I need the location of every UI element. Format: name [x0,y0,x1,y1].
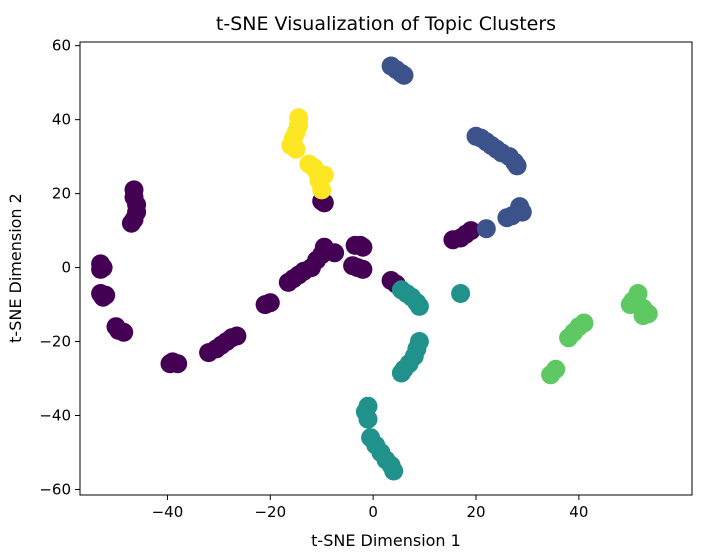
scatter-point-cluster-1-15 [121,213,141,233]
scatter-point-cluster-1-43 [353,237,373,257]
scatter-point-cluster-2-4 [394,65,414,85]
x-tick-label: 0 [368,503,378,521]
y-tick-label: 20 [52,185,71,203]
y-tick-label: −40 [39,406,71,424]
y-axis: −60 −40 −20 0 20 40 60 [39,37,80,498]
y-tick-label: −60 [39,480,71,498]
scatter-point-cluster-5-6 [286,139,306,159]
x-tick-label: −20 [254,503,286,521]
y-tick-label: 0 [61,259,71,277]
scatter-point-cluster-3-15 [358,409,378,429]
scatter-point-cluster-1-26 [260,293,280,313]
x-tick-label: 40 [569,503,588,521]
x-tick-label: −40 [152,503,184,521]
scatter-point-cluster-4-10 [559,328,579,348]
scatter-point-cluster-1-49 [461,221,481,241]
scatter-point-cluster-3-21 [384,461,404,481]
y-axis-label: t-SNE Dimension 2 [6,193,25,343]
scatter-point-cluster-2-18 [476,219,496,239]
y-tick-label: 60 [52,37,71,55]
scatter-point-cluster-1-9 [114,322,134,342]
scatter-point-cluster-1-40 [353,259,373,279]
y-tick-label: −20 [39,333,71,351]
scatter-point-cluster-2-17 [497,208,517,228]
scatter-points [91,56,658,481]
plot-frame [79,41,693,496]
scatter-point-cluster-5-12 [312,180,332,200]
chart-title: t-SNE Visualization of Topic Clusters [216,13,556,35]
x-axis: −40 −20 0 20 40 [152,495,588,521]
scatter-point-cluster-3-12 [391,363,411,383]
scatter-point-cluster-3-5 [409,296,429,316]
y-tick-label: 40 [52,111,71,129]
scatter-point-cluster-1-24 [227,326,247,346]
scatter-point-cluster-2-13 [507,156,527,176]
scatter-point-cluster-4-12 [541,365,561,385]
x-tick-label: 20 [466,503,485,521]
scatter-point-cluster-4-6 [633,306,653,326]
scatter-point-cluster-3-6 [451,284,471,303]
scatter-point-cluster-1-6 [96,285,116,305]
scatter-point-cluster-1-3 [91,259,111,279]
x-axis-label: t-SNE Dimension 1 [311,531,461,550]
scatter-point-cluster-1-18 [168,354,188,374]
scatter-point-cluster-1-35 [325,243,345,263]
